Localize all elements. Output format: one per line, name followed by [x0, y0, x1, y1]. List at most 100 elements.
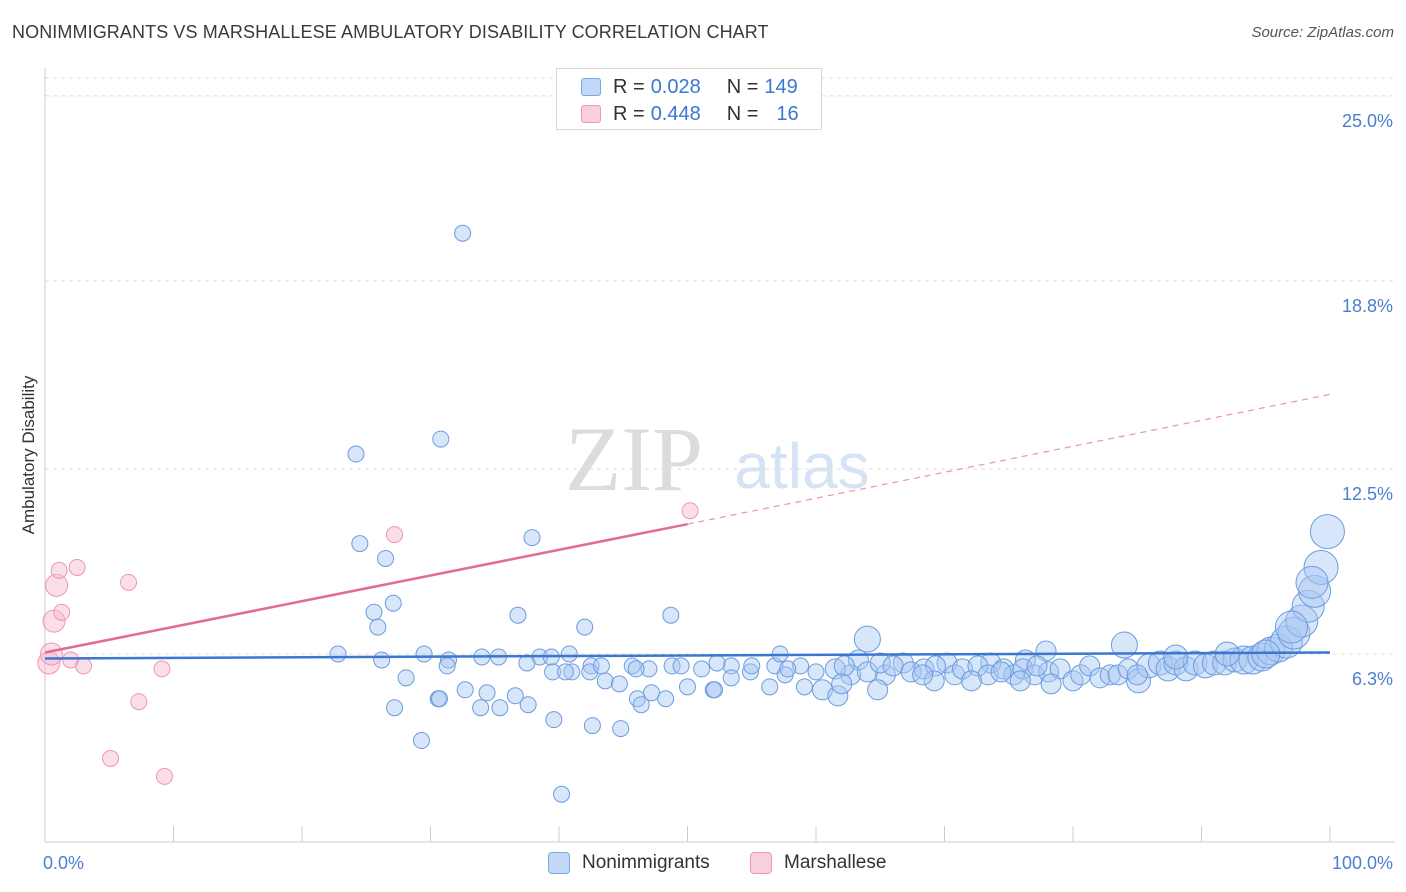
- marshallese-point: [45, 573, 69, 597]
- nonimmigrants-point: [432, 430, 450, 448]
- nonimmigrants-point: [1295, 565, 1329, 599]
- nonimmigrants-point: [662, 606, 680, 624]
- marshallese-points: [37, 502, 699, 785]
- nonimmigrants-point: [384, 594, 402, 612]
- nonimmigrants-point: [583, 717, 601, 735]
- nonimmigrants-point: [1274, 610, 1308, 644]
- nonimmigrants-point: [351, 535, 369, 553]
- nonimmigrants-point: [415, 645, 433, 663]
- watermark: ZIP atlas: [565, 408, 870, 510]
- nonimmigrants-point: [612, 720, 630, 738]
- marshallese-point: [156, 767, 174, 785]
- nonimmigrants-point: [679, 678, 696, 696]
- nonimmigrants-point: [1303, 549, 1339, 585]
- legend-label: Nonimmigrants: [582, 852, 710, 873]
- legend-swatch-blue: [548, 852, 570, 874]
- marshallese-point: [39, 642, 63, 666]
- nonimmigrants-point: [456, 681, 474, 699]
- nonimmigrants-point: [438, 657, 456, 675]
- nonimmigrants-trend-line: [44, 651, 1331, 660]
- nonimmigrants-point: [365, 603, 383, 621]
- nonimmigrants-point: [1009, 670, 1031, 692]
- nonimmigrants-point: [1026, 655, 1048, 677]
- y-tick-label: 12.5%: [1342, 484, 1393, 504]
- nonimmigrants-point: [430, 690, 448, 708]
- marshallese-point: [102, 749, 120, 767]
- nonimmigrants-point: [627, 660, 645, 678]
- nonimmigrants-point: [925, 655, 947, 677]
- nonimmigrants-point: [1126, 668, 1152, 694]
- nonimmigrants-point: [708, 654, 726, 672]
- source-credit: Source: ZipAtlas.com: [1251, 24, 1394, 41]
- nonimmigrants-point: [827, 685, 849, 707]
- nonimmigrants-point: [960, 670, 982, 692]
- nonimmigrants-point: [478, 684, 496, 702]
- legend-n-label: N =: [726, 102, 759, 125]
- nonimmigrants-point: [1201, 650, 1227, 676]
- nonimmigrants-point: [582, 657, 600, 675]
- nonimmigrants-point: [506, 687, 524, 705]
- nonimmigrants-point: [1126, 664, 1148, 686]
- nonimmigrants-point: [523, 529, 541, 547]
- legend-item-marshallese: Marshallese: [750, 852, 886, 874]
- nonimmigrants-point: [491, 699, 509, 717]
- legend-swatch-pink: [750, 852, 772, 874]
- legend-n-value: 16: [776, 102, 799, 125]
- marshallese-point: [50, 561, 68, 579]
- y-tick-label: 18.8%: [1342, 296, 1393, 316]
- marshallese-point: [130, 693, 148, 711]
- nonimmigrants-point: [640, 660, 658, 678]
- nonimmigrants-point: [386, 699, 404, 717]
- marshallese-point: [68, 558, 86, 576]
- legend-r-value: 0.448: [650, 102, 701, 125]
- y-tick-label: 25.0%: [1342, 111, 1393, 131]
- marshallese-point: [681, 502, 699, 520]
- nonimmigrants-point: [833, 655, 855, 677]
- watermark-zip: ZIP: [565, 408, 703, 510]
- nonimmigrants-point: [563, 663, 581, 681]
- legend-label: Marshallese: [784, 852, 887, 873]
- x-tick-label: 100.0%: [1332, 853, 1393, 873]
- nonimmigrants-point: [831, 673, 853, 695]
- nonimmigrants-point: [990, 661, 1012, 683]
- nonimmigrants-point: [722, 669, 740, 687]
- nonimmigrants-point: [373, 651, 391, 669]
- nonimmigrants-point: [518, 654, 536, 672]
- nonimmigrants-point: [693, 660, 711, 678]
- nonimmigrants-point: [377, 549, 395, 567]
- legend-r-label: R =: [613, 75, 645, 98]
- nonimmigrants-point: [397, 669, 415, 687]
- nonimmigrants-point: [509, 606, 527, 624]
- nonimmigrants-point: [856, 661, 878, 683]
- nonimmigrants-point: [1040, 673, 1062, 695]
- nonimmigrants-point: [519, 696, 537, 714]
- watermark-atlas: atlas: [734, 430, 869, 502]
- nonimmigrants-point: [867, 679, 889, 701]
- nonimmigrants-point: [882, 655, 904, 677]
- legend-n-value: 149: [764, 75, 798, 98]
- nonimmigrants-point: [592, 657, 610, 675]
- nonimmigrants-point: [923, 670, 945, 692]
- nonimmigrants-points: [329, 224, 1345, 803]
- legend-row-marshallese: R = 0.448 N = 16: [581, 102, 799, 126]
- nonimmigrants-point: [1247, 642, 1277, 672]
- nonimmigrants-point: [1023, 664, 1045, 686]
- legend-row-nonimmigrants: R = 0.028 N = 149: [581, 75, 798, 99]
- marshallese-point: [75, 657, 93, 675]
- nonimmigrants-point: [779, 660, 797, 678]
- nonimmigrants-point: [553, 785, 571, 803]
- legend-swatch-pink: [581, 105, 601, 123]
- axes: [44, 68, 1395, 843]
- grid-lines: [45, 77, 1395, 655]
- marshallese-point: [386, 526, 404, 544]
- marshallese-point: [53, 603, 71, 621]
- nonimmigrants-point: [1110, 631, 1138, 659]
- nonimmigrants-point: [741, 663, 759, 681]
- nonimmigrants-point: [643, 684, 661, 702]
- nonimmigrants-point: [1309, 514, 1345, 550]
- nonimmigrants-point: [610, 675, 628, 693]
- correlation-legend: R = 0.028 N = 149 R = 0.448 N = 16: [556, 68, 822, 130]
- series-legend: Nonimmigrants Marshallese: [0, 852, 1406, 878]
- nonimmigrants-point: [1182, 650, 1208, 676]
